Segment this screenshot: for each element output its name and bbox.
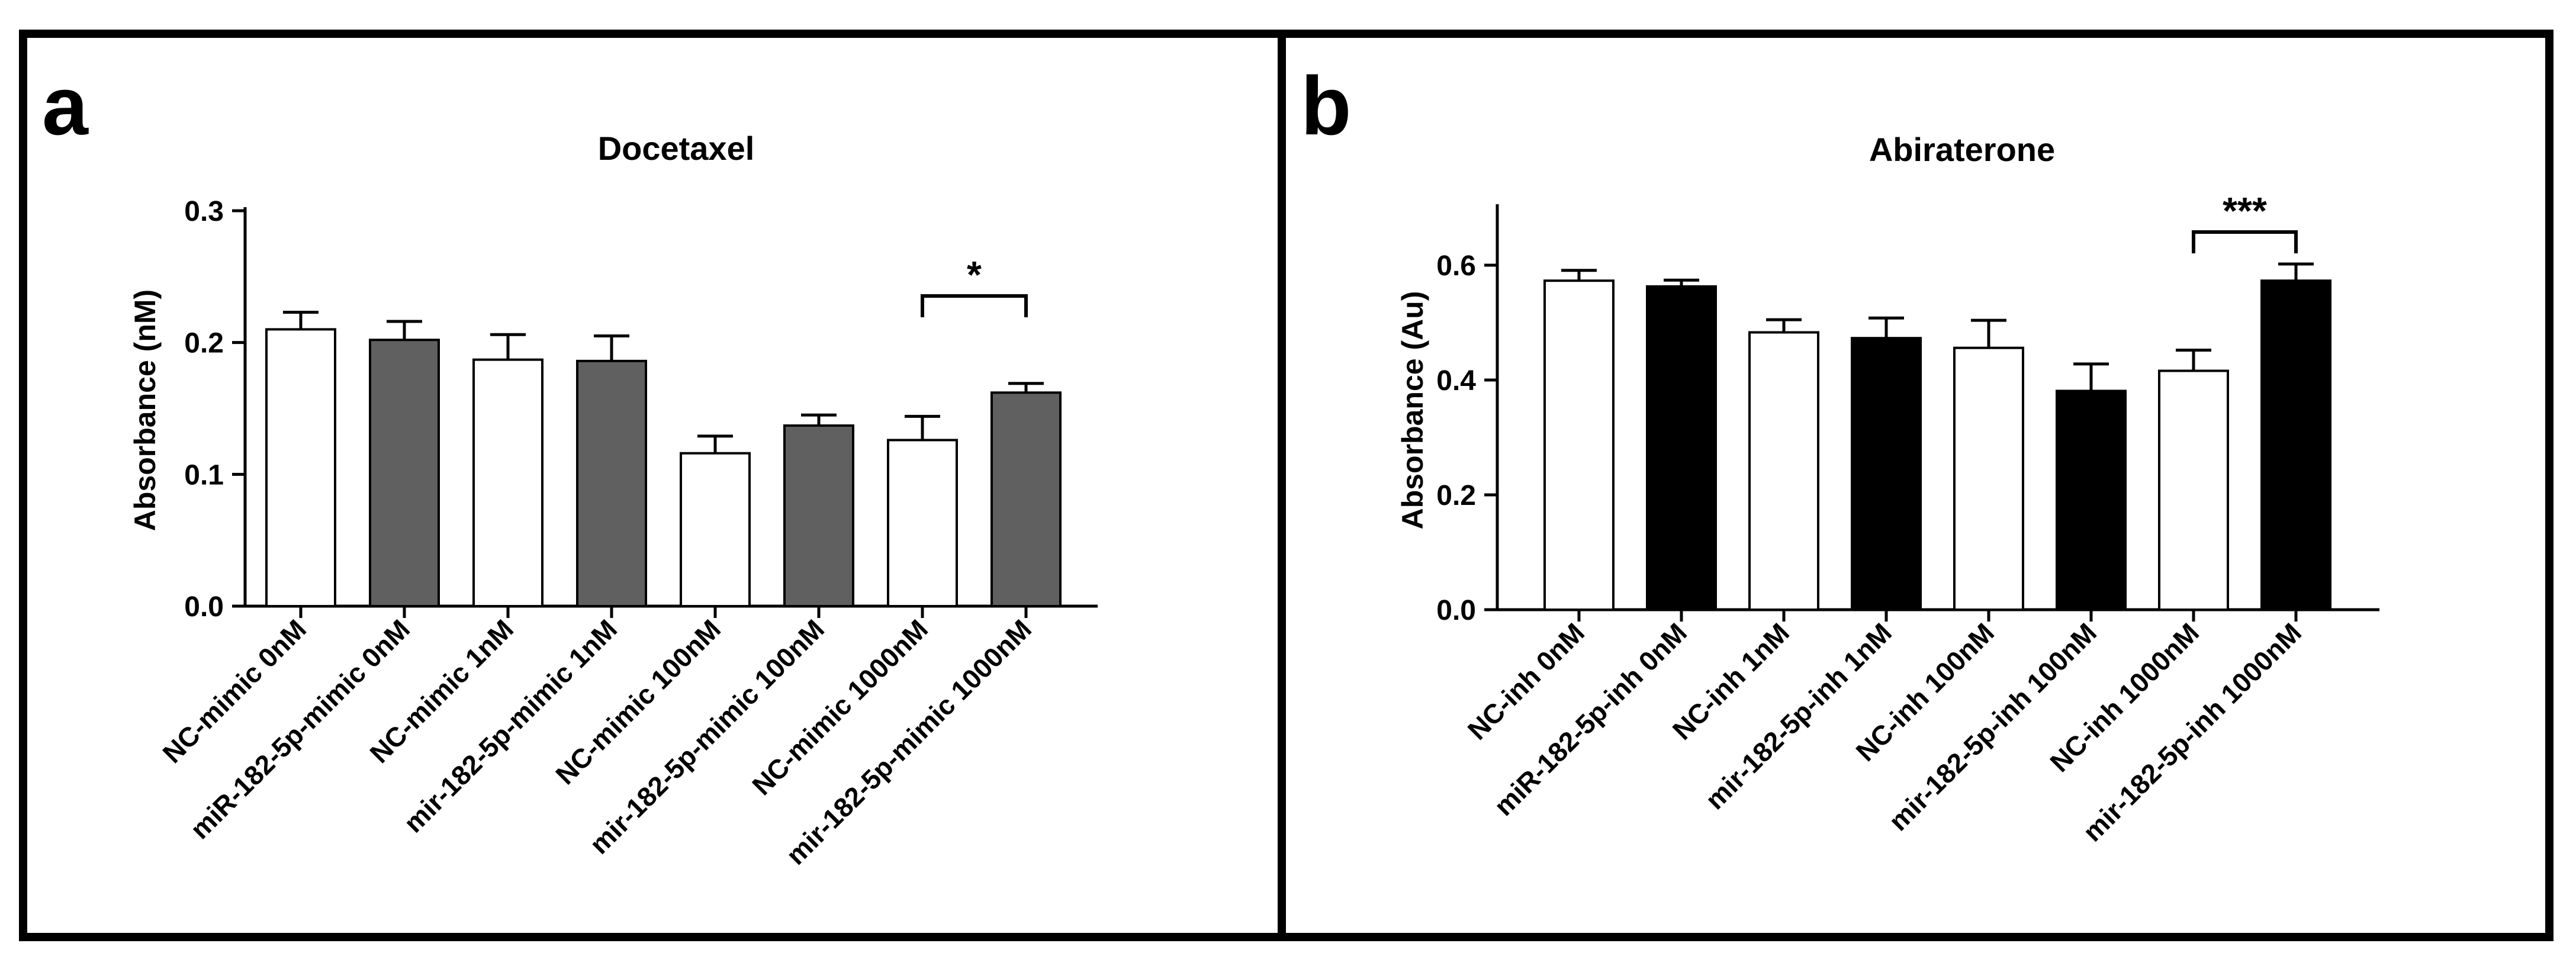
- bar: [1646, 285, 1717, 611]
- y-axis-label: Absorbance (nM): [128, 289, 162, 531]
- chart-title: Abiraterone: [1869, 131, 2055, 168]
- y-tick-label: 0.2: [1436, 480, 1476, 511]
- significance-label: *: [967, 253, 982, 296]
- significance-bracket: [921, 294, 1028, 317]
- x-tick-label: mir-182-5p-inh 100nM: [1883, 617, 2102, 836]
- bar: [1543, 279, 1615, 611]
- panel-b: b Abiraterone Absorbance (Au) 0.0 0.2 0.4 0.6…: [1278, 30, 2554, 941]
- bar: [369, 339, 440, 607]
- bar: [472, 358, 543, 607]
- y-tick-label: 0.1: [184, 459, 224, 491]
- panel-b-letter: b: [1301, 59, 1352, 152]
- y-tick-label: 0.4: [1436, 365, 1476, 397]
- bar: [1953, 346, 2024, 611]
- chart-title: Docetaxel: [598, 130, 755, 167]
- bar: [680, 452, 751, 607]
- bar: [265, 328, 336, 607]
- x-tick-label: mir-182-5p-inh 1nM: [1699, 617, 1898, 815]
- bar: [576, 359, 647, 608]
- significance-bracket: [2192, 230, 2298, 253]
- bar: [990, 391, 1062, 608]
- y-tick-label: 0.0: [184, 591, 224, 623]
- bar: [2158, 369, 2229, 611]
- bar: [783, 424, 854, 607]
- bar: [2260, 279, 2331, 611]
- bar: [887, 439, 958, 607]
- x-tick-label: NC-mimic 1000nM: [746, 613, 934, 801]
- x-tick-label: miR-182-5p-inh 0nM: [1488, 617, 1693, 822]
- bar: [1851, 337, 1922, 611]
- y-tick-label: 0.0: [1436, 595, 1476, 626]
- panel-a: a Docetaxel Absorbance (nM) 0.0 0.1 0.2 0.3 NC…: [19, 30, 1286, 941]
- y-axis-label: Absorbance (Au): [1396, 291, 1429, 530]
- y-tick-label: 0.6: [1436, 250, 1476, 282]
- bar: [1748, 331, 1819, 611]
- panel-a-letter: a: [42, 59, 88, 152]
- x-tick-label: mir-182-5p-mimic 1nM: [398, 613, 623, 838]
- y-tick-label: 0.2: [184, 328, 224, 359]
- significance-label: ***: [2223, 189, 2267, 232]
- chart-docetaxel: Docetaxel Absorbance (nM) 0.0 0.1 0.2 0.3 NC-m…: [128, 130, 1098, 871]
- bar: [2056, 389, 2127, 611]
- y-tick-label: 0.3: [184, 196, 224, 227]
